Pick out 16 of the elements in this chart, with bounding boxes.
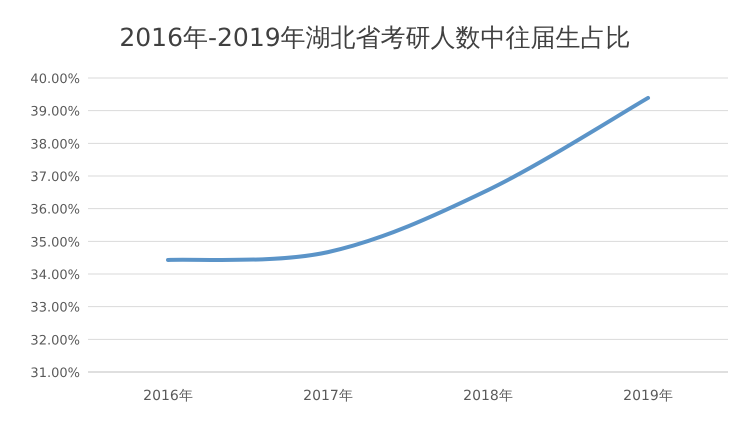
y-tick-label: 37.00% [30, 170, 80, 185]
x-tick-label: 2019年 [623, 388, 673, 404]
y-tick-label: 32.00% [30, 333, 80, 348]
x-tick-label: 2018年 [463, 388, 513, 404]
x-tick-label: 2017年 [303, 388, 353, 404]
y-tick-label: 40.00% [30, 72, 80, 87]
y-tick-label: 34.00% [30, 268, 80, 283]
y-tick-label: 36.00% [30, 202, 80, 218]
line-series [166, 96, 650, 262]
y-tick-label: 39.00% [30, 104, 80, 120]
y-tick-label: 35.00% [30, 235, 80, 250]
chart-title: 2016年-2019年湖北省考研人数中往届生占比 [119, 23, 631, 52]
x-tick-label: 2016年 [143, 388, 193, 404]
y-tick-label: 38.00% [30, 137, 80, 152]
y-tick-label: 33.00% [30, 300, 80, 316]
y-tick-label: 31.00% [30, 366, 80, 381]
